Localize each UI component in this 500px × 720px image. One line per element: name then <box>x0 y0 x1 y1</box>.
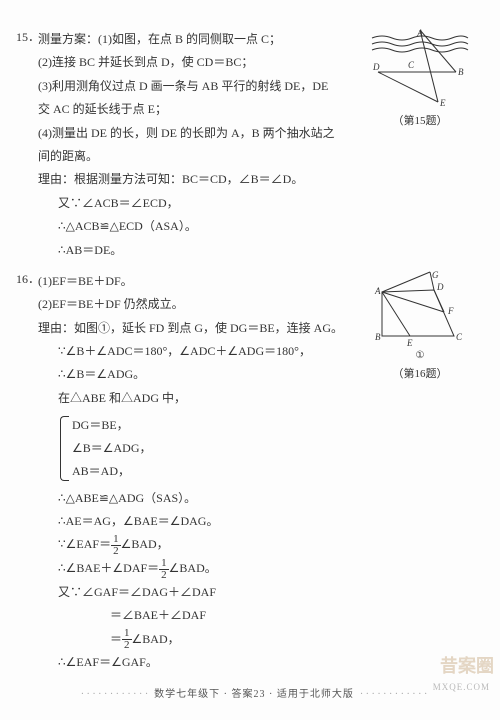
text-line: 又∵∠ACB＝∠ECD， <box>38 192 470 215</box>
svg-text:F: F <box>447 306 454 316</box>
frac-pre: ∵∠EAF＝ <box>58 537 111 551</box>
brace-line: DG＝BE， <box>72 414 470 437</box>
text-line: 间的距离。 <box>38 145 470 168</box>
fraction: 12 <box>122 628 132 651</box>
frac-line: ∴∠BAE＋∠DAF＝12∠BAD。 <box>38 557 470 581</box>
svg-text:C: C <box>456 332 463 342</box>
svg-text:D: D <box>372 62 380 72</box>
problem-16: 16． A B C D E F G <box>38 270 470 675</box>
watermark-url: MXQE.COM <box>433 682 490 692</box>
watermark-icon: 昔案圈 <box>440 652 494 678</box>
text-line: ∴△ACB≌△ECD（ASA）。 <box>38 215 470 238</box>
svg-text:D: D <box>436 282 444 292</box>
figure-15: A D C B E （第15题） <box>370 28 470 128</box>
text-line: ∴△ABE≌△ADG（SAS）。 <box>38 487 470 510</box>
svg-text:E: E <box>439 98 446 108</box>
text-line: 理由：根据测量方法可知：BC＝CD，∠B＝∠D。 <box>38 168 470 191</box>
fraction: 12 <box>159 558 169 581</box>
text-line: ∴AB＝DE。 <box>38 239 470 262</box>
problem-number: 16． <box>16 270 40 287</box>
text-line: ＝∠BAE＋∠DAF <box>38 604 470 627</box>
frac-pre: ∴∠BAE＋∠DAF＝ <box>58 561 159 575</box>
frac-post: ∠BAD。 <box>169 561 217 575</box>
svg-text:E: E <box>406 338 413 348</box>
text-line: 又∵∠GAF＝∠DAG＋∠DAF <box>38 581 470 604</box>
frac-post: ∠BAD， <box>132 632 180 646</box>
text-line: ∴∠EAF＝∠GAF。 <box>38 651 470 674</box>
figure-15-svg: A D C B E <box>370 28 470 108</box>
svg-text:A: A <box>374 286 381 296</box>
brace-line: ∠B＝∠ADG， <box>72 437 470 460</box>
text-line: ∴AE＝AG，∠BAE＝∠DAG。 <box>38 510 470 533</box>
figure-16-sub: ① <box>370 350 470 361</box>
figure-16: A B C D E F G ① （第16题） <box>370 270 470 381</box>
figure-15-caption: （第15题） <box>370 112 470 128</box>
brace-line: AB＝AD， <box>72 460 470 483</box>
frac-line: ∵∠EAF＝12∠BAD， <box>38 533 470 557</box>
text-line: 在△ABE 和△ADG 中， <box>38 387 470 410</box>
svg-text:B: B <box>375 332 381 342</box>
problem-number: 15． <box>16 28 40 45</box>
fraction: 12 <box>111 534 121 557</box>
figure-16-svg: A B C D E F G <box>370 270 470 350</box>
frac-post: ∠BAD， <box>121 537 169 551</box>
svg-text:G: G <box>432 270 439 280</box>
svg-text:A: A <box>416 28 423 38</box>
brace-system: DG＝BE， ∠B＝∠ADG， AB＝AD， <box>58 414 470 482</box>
frac-pre: ＝ <box>110 632 122 646</box>
frac-line: ＝12∠BAD， <box>38 628 470 652</box>
svg-text:B: B <box>458 67 464 77</box>
svg-text:C: C <box>408 60 415 70</box>
figure-16-caption: （第16题） <box>370 365 470 381</box>
problem-15: 15． A D C B E <box>38 28 470 262</box>
